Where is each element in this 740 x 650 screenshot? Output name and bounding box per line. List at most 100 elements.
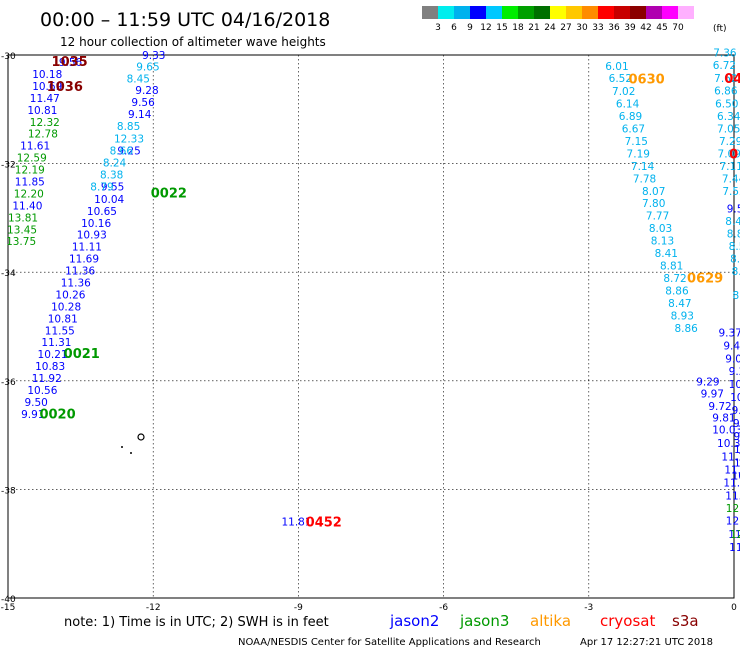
swh-value-label: 10.65 xyxy=(87,206,117,218)
swh-value-label: 11.11 xyxy=(72,242,102,254)
swh-value-label: 11.36 xyxy=(61,278,91,290)
colorbar-tick-label: 18 xyxy=(512,23,524,33)
colorbar-swatch xyxy=(630,6,646,19)
swh-value-label: 11.55 xyxy=(45,325,75,337)
legend-item-cryosat: cryosat xyxy=(600,612,655,630)
swh-value-label: 9.9 xyxy=(734,431,740,443)
colorbar-tick-label: 36 xyxy=(608,23,620,33)
swh-value-label: 10.81 xyxy=(27,105,57,117)
timestamp-text: Apr 17 12:27:21 UTC 2018 xyxy=(580,637,713,648)
swh-value-label: 7.02 xyxy=(612,86,635,98)
y-tick-label: -38 xyxy=(1,486,16,496)
colorbar-tick-label: 6 xyxy=(451,23,457,33)
swh-value-label: 8.86 xyxy=(665,286,689,298)
y-tick-label: -40 xyxy=(1,595,16,605)
y-tick-label: -30 xyxy=(1,52,16,62)
colorbar-swatch xyxy=(614,6,630,19)
swh-value-label: 6.86 xyxy=(714,85,738,97)
swh-value-label: 10.69 xyxy=(32,81,62,93)
colorbar-tick-label: 70 xyxy=(672,23,684,33)
colorbar-tick-label: 15 xyxy=(496,23,507,33)
swh-value-label: 11.69 xyxy=(69,254,99,266)
swh-value-label: 6.01 xyxy=(605,61,628,73)
colorbar-swatch xyxy=(646,6,662,19)
swh-value-label: 13.81 xyxy=(8,212,38,224)
legend-item-jason2: jason2 xyxy=(389,612,439,630)
swh-value-label: 9.56 xyxy=(131,97,155,109)
island-dot xyxy=(121,446,123,448)
swh-value-label: 9.81 xyxy=(712,413,735,425)
swh-value-label: 6.14 xyxy=(616,98,640,110)
swh-value-label: 11.81 xyxy=(281,516,311,528)
time-label: 0022 xyxy=(151,186,187,201)
y-tick-label: -32 xyxy=(1,161,16,171)
swh-value-label: 11.12 xyxy=(721,451,740,463)
swh-value-label: 9.5 xyxy=(733,418,740,430)
x-tick-label: 0 xyxy=(731,603,737,613)
legend-item-jason3: jason3 xyxy=(459,612,509,630)
colorbar-swatch xyxy=(438,6,454,19)
swh-value-label: 8.86 xyxy=(674,323,698,335)
swh-value-label: 11.09 xyxy=(723,477,740,489)
colorbar-tick-label: 21 xyxy=(528,23,539,33)
colorbar-swatch xyxy=(662,6,678,19)
swh-value-label: 11.47 xyxy=(724,464,740,476)
chart-subtitle: 12 hour collection of altimeter wave hei… xyxy=(60,35,326,49)
time-label: 1035 xyxy=(52,55,88,70)
colorbar-swatch xyxy=(582,6,598,19)
x-tick-label: -9 xyxy=(294,603,303,613)
swh-value-label: 8.85 xyxy=(117,121,140,133)
swh-value-label: 9.14 xyxy=(128,109,152,121)
colorbar-swatch xyxy=(454,6,470,19)
y-tick-label: -36 xyxy=(1,378,16,388)
swh-value-label: 6.67 xyxy=(622,123,645,135)
swh-value-label: 10.03 xyxy=(712,425,740,437)
swh-value-label: 10.21 xyxy=(38,349,68,361)
colorbar-tick-label: 30 xyxy=(576,23,588,33)
swh-value-label: 10.6 xyxy=(732,470,740,482)
swh-value-label: 8.07 xyxy=(642,186,665,198)
swh-value-label: 9.55 xyxy=(101,181,124,193)
swh-value-label: 8.81 xyxy=(660,261,683,273)
swh-value-label: 7.19 xyxy=(627,148,650,160)
swh-value-label: 8.79 xyxy=(90,181,113,193)
time-label: 0629 xyxy=(687,272,723,287)
legend-item-altika: altika xyxy=(530,612,571,630)
island-circle xyxy=(137,433,145,441)
swh-value-label: 9.50 xyxy=(24,397,47,409)
time-labels: 1035 1036 0022 0021 0020 0452 0630 0629 04 0 xyxy=(39,55,740,530)
swh-value-label: 10.0 xyxy=(734,457,740,469)
colorbar-tick-label: 39 xyxy=(624,23,636,33)
swh-value-label: 8.45 xyxy=(127,73,150,85)
colorbar-tick-label: 33 xyxy=(592,23,603,33)
swh-value-label: 8.03 xyxy=(649,223,672,235)
time-label: 0020 xyxy=(39,407,75,422)
colorbar-tick-label: 27 xyxy=(560,23,571,33)
swh-value-label: 12.7 xyxy=(726,503,740,515)
swh-value-label: 11.31 xyxy=(41,337,71,349)
swh-value-label: 8.41 xyxy=(655,248,678,260)
legend: jason2 jason3 altika cryosat s3a xyxy=(389,612,699,630)
swh-value-label: 7.15 xyxy=(625,136,648,148)
swh-value-label: 8.43 xyxy=(733,290,740,302)
y-tick-label: -34 xyxy=(1,269,16,279)
swh-value-label: 9.33 xyxy=(142,50,165,62)
swh-value-label: 10.04 xyxy=(94,194,124,206)
swh-value-label: 10.28 xyxy=(51,301,81,313)
swh-value-label: 9.65 xyxy=(136,61,159,73)
swh-value-label: 12.32 xyxy=(30,117,60,129)
swh-value-label: 7.52 xyxy=(722,186,740,198)
swh-value-label: 9.3 xyxy=(732,405,740,417)
swh-value-label: 7.62 xyxy=(714,73,737,85)
time-label: 0452 xyxy=(306,515,342,530)
swh-value-label: 8.13 xyxy=(651,236,674,248)
swh-value-label: 11.8 xyxy=(729,542,740,554)
swh-value-label: 11.92 xyxy=(32,373,62,385)
x-tick-label: -15 xyxy=(1,603,16,613)
plot-border xyxy=(7,54,735,599)
swh-value-label: 7.11 xyxy=(719,161,740,173)
swh-value-label: 6.52 xyxy=(609,73,632,85)
swh-value-label: 12.59 xyxy=(17,153,47,165)
